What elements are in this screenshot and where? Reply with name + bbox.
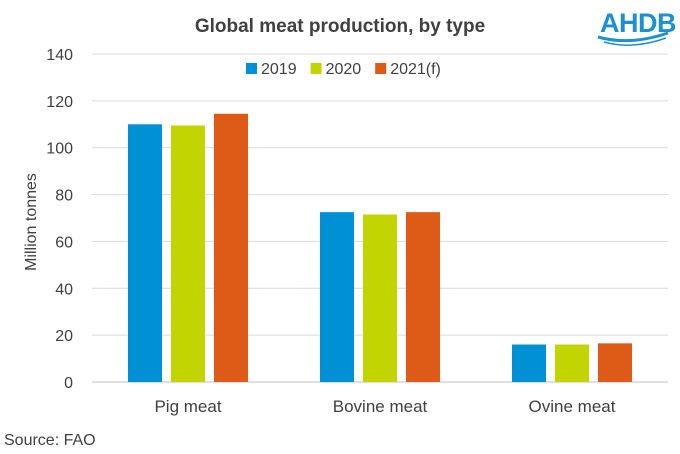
bar-2019-ovine-meat	[512, 344, 546, 382]
bar-2020-bovine-meat	[363, 214, 397, 382]
y-tick-label: 80	[55, 188, 73, 205]
bars	[128, 113, 632, 383]
bar-2021(f)-pig-meat	[214, 113, 248, 382]
y-axis: 0 20 40 60 80 100 120 140	[46, 47, 73, 392]
x-category-label: Ovine meat	[529, 397, 616, 416]
y-tick-label: 0	[64, 375, 73, 392]
legend-swatch	[310, 63, 322, 74]
legend-label: 2019	[261, 61, 297, 78]
legend-swatch	[375, 63, 387, 74]
bar-2020-pig-meat	[171, 125, 205, 382]
logo-swoosh-icon	[597, 31, 669, 43]
x-axis: Pig meat Bovine meat Ovine meat	[154, 397, 615, 416]
logo-swoosh-icon-2	[603, 37, 667, 46]
x-category-label: Pig meat	[154, 397, 221, 416]
y-tick-label: 60	[55, 234, 73, 251]
legend: 2019 2020 2021(f)	[246, 61, 441, 78]
ahdb-logo: AHDB	[597, 8, 677, 46]
y-tick-label: 20	[55, 328, 73, 345]
legend-label: 2021(f)	[390, 61, 441, 78]
y-axis-label: Million tonnes	[23, 173, 40, 271]
chart-title: Global meat production, by type	[195, 16, 485, 37]
legend-swatch	[246, 63, 257, 74]
bar-2019-pig-meat	[128, 124, 162, 383]
bar-2020-ovine-meat	[555, 344, 589, 382]
bar-2019-bovine-meat	[320, 212, 354, 382]
bar-2021(f)-ovine-meat	[598, 343, 632, 382]
y-tick-label: 100	[46, 141, 73, 158]
y-tick-label: 140	[46, 47, 73, 64]
source-note: Source: FAO	[4, 432, 96, 449]
bar-2021(f)-bovine-meat	[406, 212, 440, 382]
y-tick-label: 40	[55, 281, 73, 298]
legend-label: 2020	[326, 61, 362, 78]
y-tick-label: 120	[46, 94, 73, 111]
x-category-label: Bovine meat	[333, 397, 428, 416]
